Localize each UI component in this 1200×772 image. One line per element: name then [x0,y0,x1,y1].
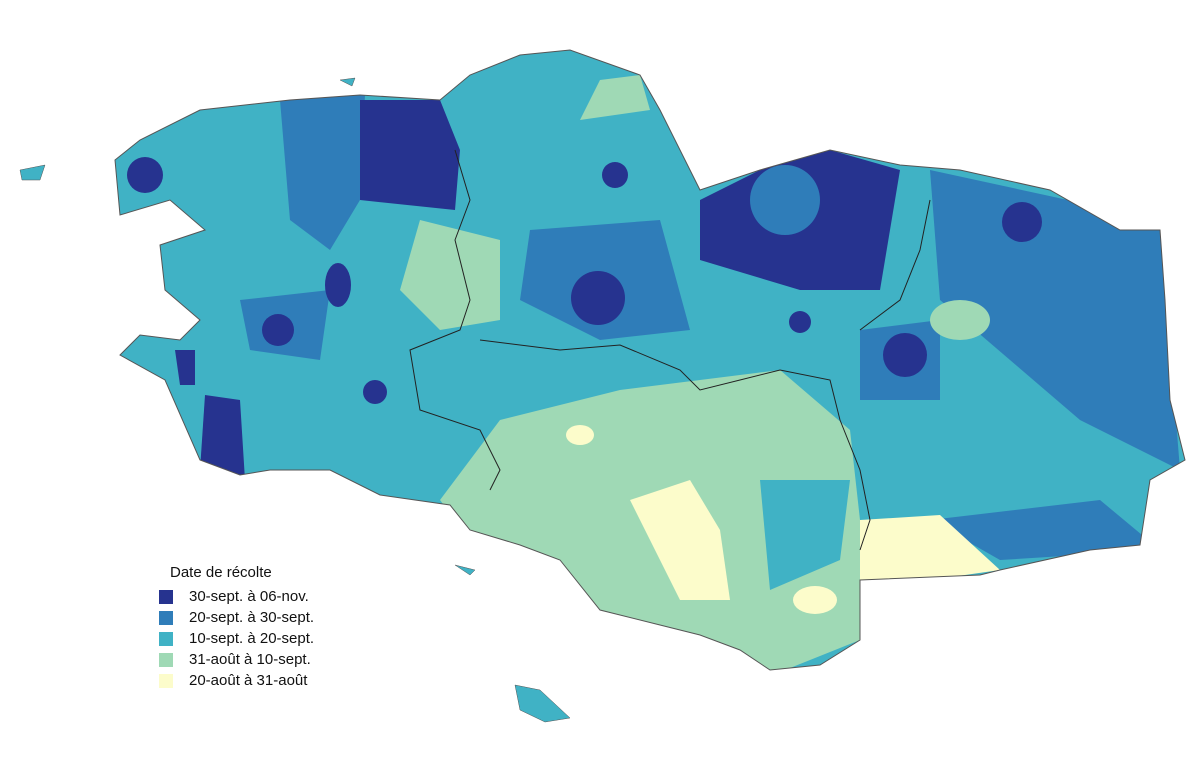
legend-label: 10-sept. à 20-sept. [189,630,314,647]
zone [602,162,628,188]
zone [175,350,195,385]
zone [860,515,1000,590]
zone [750,165,820,235]
legend-swatch [159,632,173,646]
zone [883,333,927,377]
zone [930,300,990,340]
zone [325,263,351,307]
zone [127,157,163,193]
legend-title: Date de récolte [170,564,272,581]
legend-label: 31-août à 10-sept. [189,651,311,668]
zone [360,100,460,210]
legend-swatch [159,653,173,667]
legend-swatch [159,674,173,688]
legend-swatch [159,611,173,625]
legend-label: 20-août à 31-août [189,672,308,689]
zone [566,425,594,445]
legend: Date de récolte 30-sept. à 06-nov. 20-sep… [159,564,314,689]
zone [789,311,811,333]
zone [630,480,730,600]
zone [280,95,365,250]
zone [580,75,650,120]
zone [930,170,1180,470]
island [19,77,571,723]
zone [930,500,1160,560]
boundary [409,149,931,551]
zone [1002,202,1042,242]
zone [200,395,245,480]
zone [400,220,500,330]
legend-swatch [159,590,173,604]
zone [760,480,850,590]
zone [571,271,625,325]
zone [262,314,294,346]
zone [363,380,387,404]
zone [793,586,837,614]
legend-label: 20-sept. à 30-sept. [189,609,314,626]
legend-label: 30-sept. à 06-nov. [189,588,309,605]
